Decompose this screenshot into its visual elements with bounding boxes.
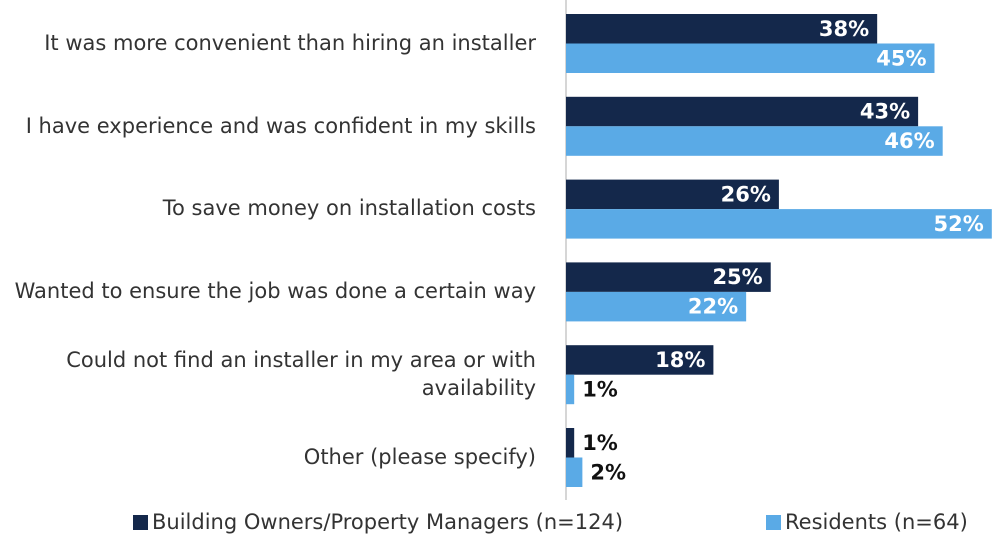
legend-label: Residents (n=64) [785, 510, 968, 534]
legend-swatch [133, 515, 148, 530]
bar [566, 374, 575, 405]
category-label: Other (please specify) [303, 444, 536, 469]
bar [566, 291, 747, 322]
legend-label: Building Owners/Property Managers (n=124… [152, 510, 623, 534]
bar [566, 179, 779, 210]
value-label: 43% [860, 100, 910, 124]
bar [566, 96, 919, 127]
bar [566, 428, 575, 458]
bar [566, 209, 992, 239]
legend-swatch [766, 515, 781, 530]
value-label: 26% [721, 182, 771, 206]
bar [566, 345, 714, 375]
category-label: It was more convenient than hiring an in… [44, 30, 536, 55]
bar [566, 43, 935, 73]
value-label: 1% [582, 377, 618, 401]
value-label: 1% [582, 431, 618, 455]
category-label-box: Could not find an installer in my area o… [66, 348, 536, 400]
bar [566, 14, 878, 44]
category-label: I have experience and was confident in m… [25, 113, 536, 138]
value-label: 18% [655, 348, 705, 372]
value-label: 2% [590, 460, 626, 484]
value-label: 38% [819, 17, 869, 41]
category-label: Could not find an installer in my area o… [66, 348, 536, 400]
category-label-box: Other (please specify) [303, 444, 536, 469]
category-label: Wanted to ensure the job was done a cert… [14, 279, 536, 304]
value-label: 22% [688, 295, 738, 319]
category-label-box: I have experience and was confident in m… [25, 113, 536, 138]
bar [566, 262, 771, 292]
category-label: To save money on installation costs [162, 196, 536, 221]
value-label: 52% [934, 212, 984, 236]
bar [566, 457, 583, 487]
value-label: 25% [712, 265, 762, 289]
category-label-box: To save money on installation costs [162, 196, 536, 221]
category-label-box: Wanted to ensure the job was done a cert… [14, 279, 536, 304]
bar [566, 126, 943, 156]
value-label: 45% [876, 46, 926, 70]
value-label: 46% [884, 129, 934, 153]
category-label-box: It was more convenient than hiring an in… [44, 30, 536, 55]
